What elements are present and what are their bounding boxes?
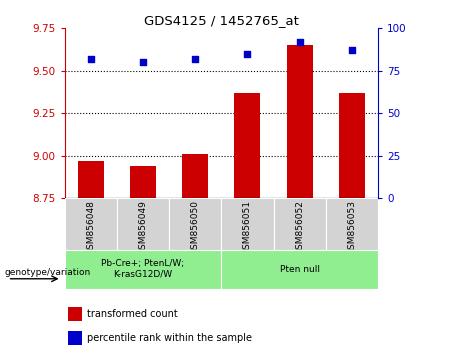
Point [139,59,147,65]
Bar [65,198,117,250]
Bar [326,198,378,250]
Text: transformed count: transformed count [87,309,178,319]
Bar [221,250,378,289]
Text: GSM856049: GSM856049 [138,200,148,255]
Bar [68,307,82,321]
Title: GDS4125 / 1452765_at: GDS4125 / 1452765_at [144,14,299,27]
Bar [65,250,221,289]
Bar [169,198,221,250]
Text: GSM856048: GSM856048 [86,200,95,255]
Text: Pten null: Pten null [280,264,319,274]
Bar [77,161,104,198]
Point [191,56,199,62]
Text: genotype/variation: genotype/variation [5,268,91,277]
Text: GSM856052: GSM856052 [295,200,304,255]
Text: percentile rank within the sample: percentile rank within the sample [87,332,252,343]
Bar [68,331,82,344]
Bar [221,198,273,250]
Point [87,56,95,62]
Bar [234,93,260,198]
Text: GSM856051: GSM856051 [243,200,252,255]
Bar [117,198,169,250]
Point [244,51,251,57]
Point [348,47,355,53]
Bar [287,45,313,198]
Text: Pb-Cre+; PtenL/W;
K-rasG12D/W: Pb-Cre+; PtenL/W; K-rasG12D/W [101,259,184,279]
Text: GSM856050: GSM856050 [191,200,200,255]
Text: GSM856053: GSM856053 [348,200,356,255]
Bar [130,166,156,198]
Bar [273,198,326,250]
Point [296,39,303,45]
Bar [339,93,365,198]
Bar [182,154,208,198]
